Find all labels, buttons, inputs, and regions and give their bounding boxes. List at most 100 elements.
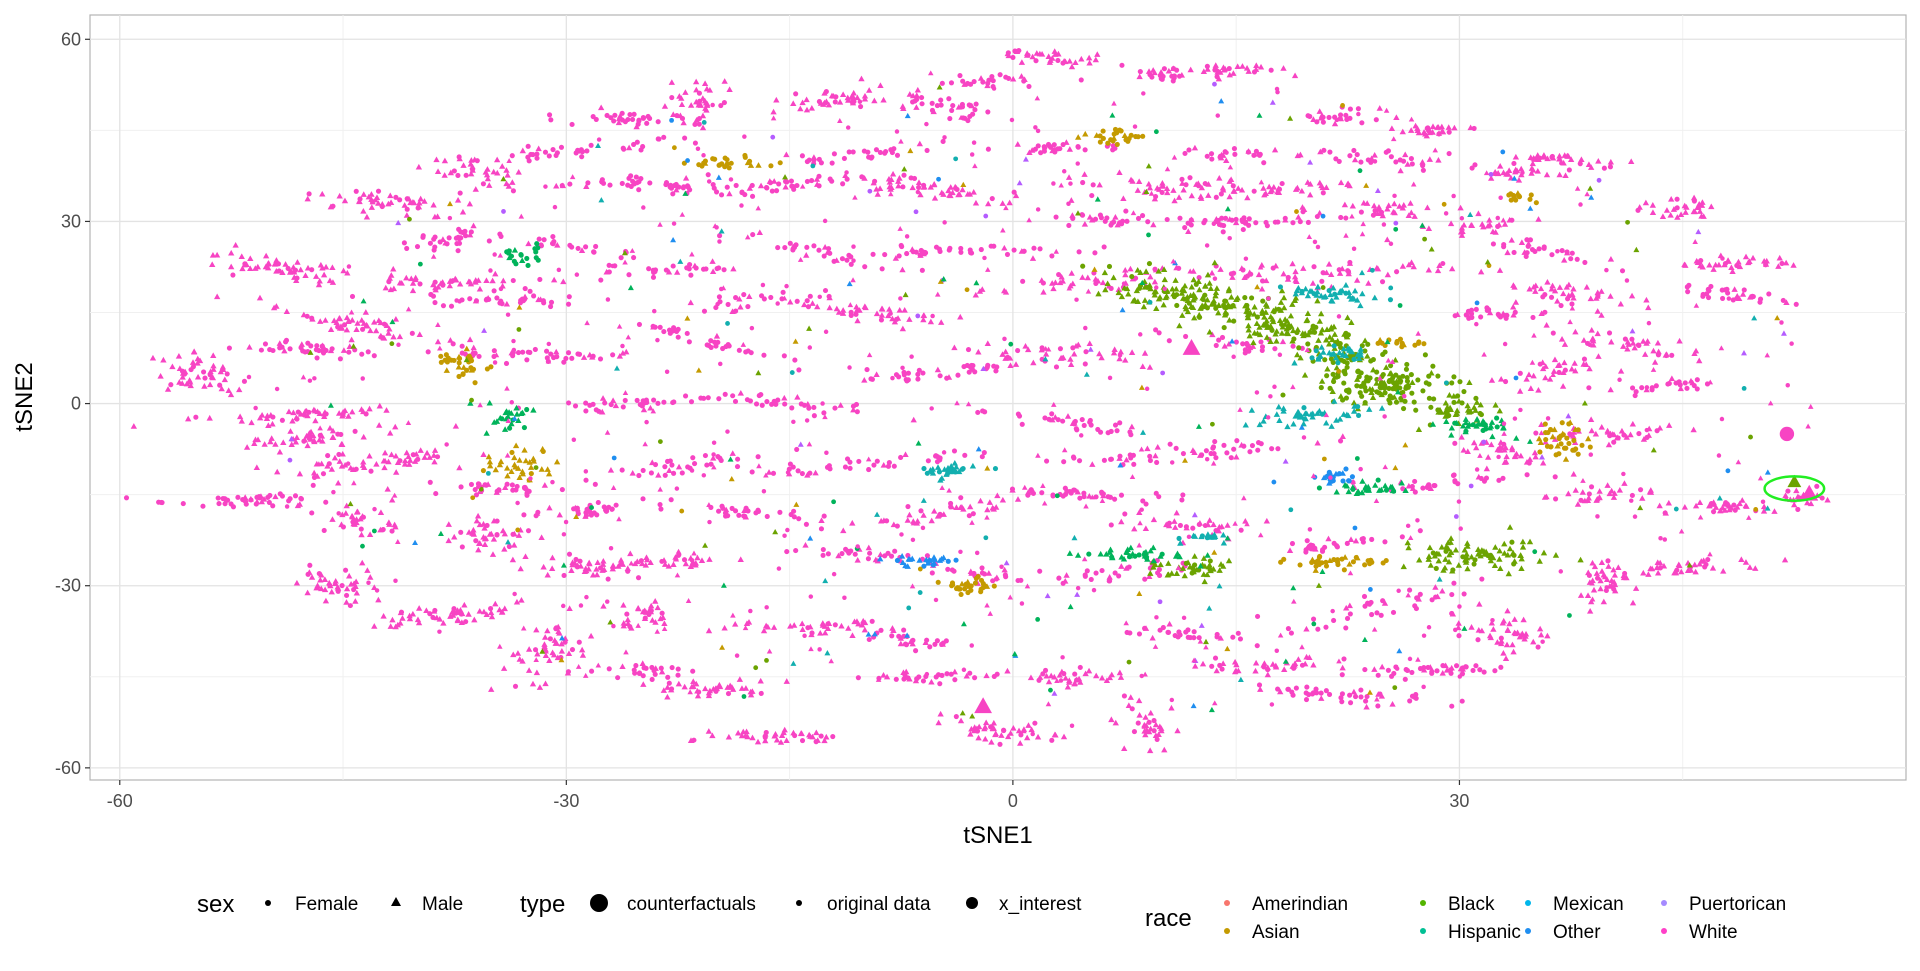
- data-point: [484, 166, 491, 172]
- data-point: [1453, 663, 1460, 669]
- data-point: [202, 375, 208, 381]
- data-point: [1268, 187, 1276, 193]
- data-point: [343, 567, 349, 573]
- data-point: [1371, 152, 1378, 158]
- data-point: [804, 298, 810, 304]
- data-point: [1226, 71, 1233, 78]
- data-point: [401, 240, 407, 246]
- data-point: [811, 243, 817, 249]
- data-point: [823, 88, 829, 95]
- data-point: [1028, 487, 1034, 493]
- data-point: [432, 284, 439, 291]
- data-point: [910, 249, 916, 255]
- data-point: [1597, 585, 1604, 592]
- data-point: [433, 156, 440, 163]
- data-point: [583, 244, 589, 250]
- data-point: [1164, 189, 1171, 196]
- data-point: [168, 382, 174, 388]
- data-point: [489, 551, 497, 557]
- data-point: [1108, 456, 1114, 462]
- data-point: [1320, 547, 1326, 553]
- data-point: [430, 452, 438, 458]
- data-point: [319, 437, 326, 444]
- data-point: [668, 497, 674, 503]
- data-point: [1419, 159, 1426, 165]
- data-point: [722, 391, 728, 397]
- data-point: [1171, 73, 1177, 79]
- data-point: [1049, 55, 1056, 61]
- data-point: [261, 441, 268, 447]
- data-point: [895, 182, 902, 189]
- data-point: [784, 549, 790, 555]
- data-point: [528, 151, 534, 158]
- data-point: [1650, 347, 1657, 354]
- data-point: [889, 633, 895, 639]
- data-point: [406, 615, 414, 622]
- data-point: [1475, 626, 1482, 633]
- data-point: [603, 508, 609, 514]
- data-point: [1361, 593, 1368, 600]
- data-point: [314, 355, 320, 361]
- data-point: [575, 245, 581, 251]
- data-point: [1708, 203, 1715, 210]
- data-point: [1736, 500, 1743, 507]
- data-point: [238, 253, 245, 259]
- data-point: [404, 196, 410, 202]
- data-point: [1435, 157, 1442, 163]
- data-point: [822, 287, 829, 294]
- data-point: [1160, 625, 1166, 631]
- data-point: [1587, 295, 1594, 302]
- data-point: [1393, 399, 1400, 405]
- data-point: [1272, 346, 1278, 352]
- data-point: [1525, 240, 1532, 247]
- data-point: [1060, 493, 1066, 499]
- data-point: [332, 577, 339, 584]
- data-point: [1205, 192, 1212, 198]
- data-point: [499, 163, 506, 169]
- data-point: [343, 314, 351, 321]
- data-point: [1220, 64, 1227, 71]
- data-point: [799, 471, 805, 477]
- data-point: [782, 245, 788, 251]
- data-point: [1668, 196, 1675, 202]
- data-point: [741, 292, 747, 298]
- data-point: [488, 686, 495, 692]
- data-point: [1682, 262, 1689, 268]
- data-point: [1171, 197, 1178, 204]
- data-point: [953, 713, 959, 720]
- data-point: [448, 303, 455, 309]
- data-point: [1426, 395, 1432, 401]
- data-point: [1682, 380, 1688, 386]
- data-point: [392, 623, 399, 630]
- data-point: [1232, 219, 1240, 226]
- data-point: [1572, 487, 1579, 493]
- data-point: [757, 182, 765, 189]
- data-point: [1185, 634, 1191, 640]
- data-point: [905, 503, 911, 510]
- data-point: [409, 199, 417, 205]
- data-point: [1505, 167, 1513, 173]
- data-point: [533, 626, 540, 633]
- data-point: [388, 451, 395, 458]
- data-point: [1544, 155, 1551, 162]
- data-point: [1099, 490, 1105, 497]
- data-point: [827, 176, 833, 182]
- data-point: [305, 340, 311, 346]
- data-point: [1407, 698, 1413, 704]
- data-point: [967, 247, 973, 253]
- data-point: [1629, 336, 1635, 342]
- data-point: [456, 155, 463, 162]
- data-point: [1783, 299, 1790, 306]
- data-point: [662, 464, 668, 470]
- data-point: [1500, 650, 1507, 656]
- data-point: [1470, 422, 1476, 428]
- data-point: [1556, 284, 1564, 290]
- data-point: [297, 266, 304, 273]
- data-point: [481, 524, 488, 531]
- data-point: [238, 417, 245, 424]
- data-point: [1129, 274, 1135, 280]
- data-point: [820, 101, 827, 107]
- data-point: [1242, 347, 1248, 353]
- data-point: [1746, 258, 1753, 265]
- data-point: [1681, 504, 1689, 510]
